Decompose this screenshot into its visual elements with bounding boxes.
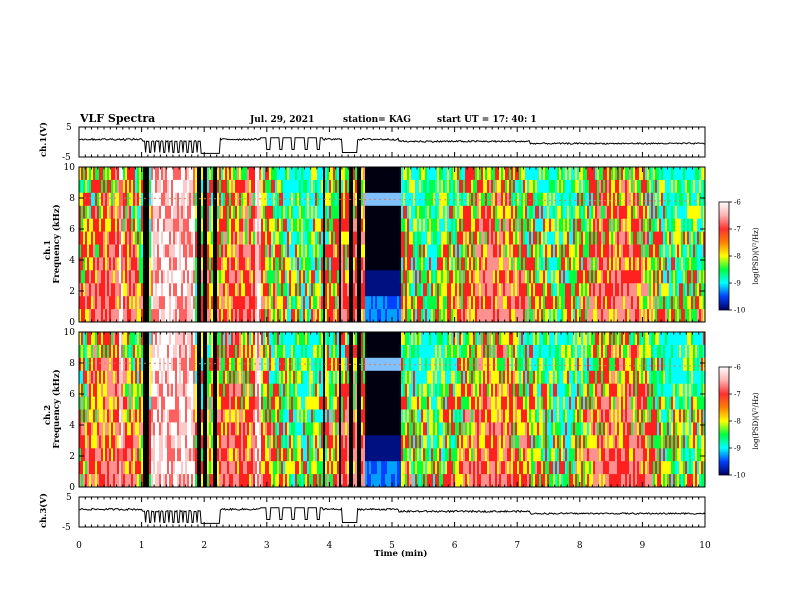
freq-tick-label: 4	[69, 256, 75, 266]
ch1-voltage-ylabel: ch.1(V)	[38, 122, 49, 157]
colorbar-tick-label: -7	[734, 226, 741, 234]
colorbar-tick-label: -7	[734, 391, 741, 399]
time-tick-label: 3	[264, 541, 270, 551]
freq-tick-label: 6	[69, 225, 75, 235]
ch2-channel-label: ch.2	[43, 405, 53, 425]
ch1-ytick-bottom: -5	[62, 153, 71, 163]
colorbar-tick-label: -10	[734, 472, 745, 480]
time-tick-label: 9	[640, 541, 646, 551]
station-label: station= KAG	[343, 115, 411, 125]
freq-tick-label: 10	[64, 163, 76, 173]
freq-tick-label: 2	[69, 452, 75, 462]
time-axis: 0 1 2 3 4 5 6 7 8 9 10	[76, 127, 711, 551]
ch2-spectrogram	[78, 332, 706, 488]
ch1-voltage-trace	[78, 137, 705, 154]
colorbar-label: log(PSD)(V²/Hz)	[752, 392, 760, 449]
time-tick-label: 8	[577, 541, 583, 551]
date-label: Jul. 29, 2021	[249, 115, 314, 125]
ch1-channel-label: ch.1	[43, 240, 53, 260]
time-tick-label: 0	[76, 541, 82, 551]
colorbar-tick-label: -9	[734, 280, 741, 288]
colorbar-tick-label: -8	[734, 253, 741, 261]
ch3-ytick-bottom: -5	[62, 523, 71, 533]
time-tick-label: 5	[389, 541, 395, 551]
freq-tick-label: 10	[64, 328, 76, 338]
ch3-voltage-trace	[79, 507, 706, 524]
ch2-spectrogram-panel: 0 2 4 6 8 10 ch.2 Frequency (kHz)	[43, 328, 706, 493]
ch2-colorbar: -6 -7 -8 -9 -10 log(PSD)(V²/Hz)	[718, 364, 760, 480]
colorbar-tick-label: -8	[734, 418, 741, 426]
figure-title: VLF Spectra	[79, 112, 155, 125]
time-tick-label: 7	[514, 541, 520, 551]
freq-tick-label: 0	[69, 318, 75, 328]
colorbar-tick-label: -9	[734, 445, 741, 453]
time-xlabel: Time (min)	[374, 548, 427, 559]
time-tick-label: 2	[201, 541, 207, 551]
ch3-ytick-top: 5	[66, 493, 72, 503]
ch1-spectrogram	[78, 167, 706, 323]
ch3-voltage-ylabel: ch.3(V)	[38, 493, 49, 528]
time-tick-label: 10	[699, 541, 711, 551]
freq-tick-label: 6	[69, 390, 75, 400]
ch1-frequency-ylabel: Frequency (kHz)	[51, 204, 62, 283]
freq-tick-label: 2	[69, 287, 75, 297]
ch1-ytick-top: 5	[66, 123, 72, 133]
ch1-spectrogram-panel: 0 2 4 6 8 10 ch.1 Frequency (kHz)	[43, 163, 706, 328]
freq-tick-label: 0	[69, 483, 75, 493]
ch2-frequency-ylabel: Frequency (kHz)	[51, 369, 62, 448]
freq-tick-label: 8	[69, 194, 75, 204]
time-tick-label: 6	[452, 541, 458, 551]
ch1-colorbar: -6 -7 -8 -9 -10 log(PSD)(V²/Hz)	[718, 199, 760, 315]
start-ut-label: start UT = 17: 40: 1	[437, 115, 537, 125]
colorbar-tick-label: -6	[734, 199, 741, 207]
freq-tick-label: 4	[69, 421, 75, 431]
colorbar-label: log(PSD)(V²/Hz)	[752, 227, 760, 284]
time-tick-label: 4	[327, 541, 333, 551]
time-tick-label: 1	[139, 541, 145, 551]
freq-tick-label: 8	[69, 359, 75, 369]
colorbar-tick-label: -10	[734, 307, 745, 315]
colorbar-tick-label: -6	[734, 364, 741, 372]
